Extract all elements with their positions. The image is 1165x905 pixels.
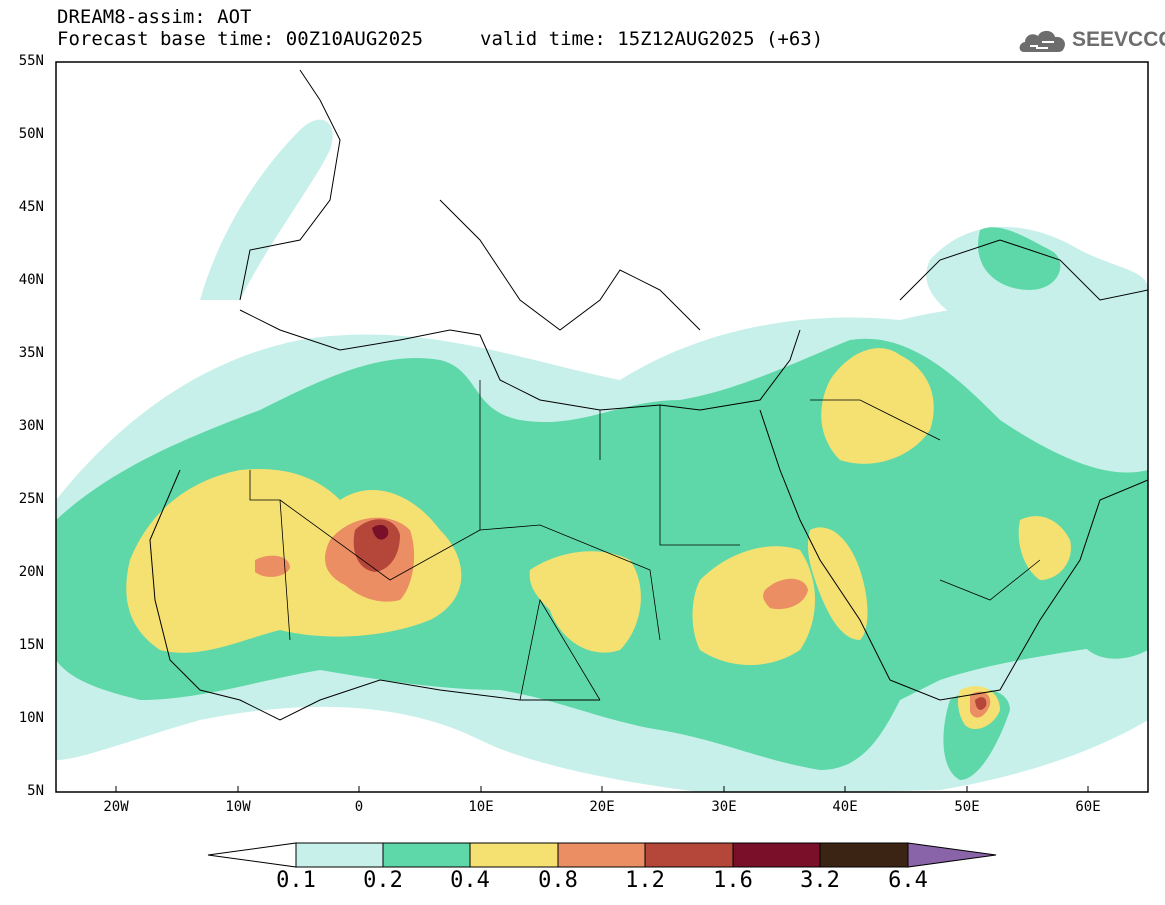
colorbar-cell-3.2 bbox=[819, 842, 909, 868]
title: DREAM8-assim: AOT bbox=[57, 6, 252, 28]
lat-label: 55N bbox=[18, 53, 44, 69]
aot-layer-1.6 bbox=[372, 524, 389, 540]
seevccc-logo: SEEVCCC bbox=[1018, 26, 1165, 56]
colorbar-max-triangle bbox=[907, 842, 997, 868]
lon-label: 10W bbox=[225, 799, 251, 815]
lat-label: 25N bbox=[18, 491, 44, 507]
aot-field bbox=[56, 69, 1148, 792]
colorbar-cell-0.8 bbox=[557, 842, 646, 868]
lat-label: 35N bbox=[18, 345, 44, 361]
colorbar-label: 0.1 bbox=[276, 868, 316, 893]
colorbar-label: 1.2 bbox=[625, 868, 665, 893]
lat-label: 50N bbox=[18, 126, 44, 142]
colorbar-cell-1.2 bbox=[644, 842, 734, 868]
aot-layer-0.4 bbox=[126, 348, 1071, 730]
lat-label: 5N bbox=[27, 783, 44, 799]
cloud-icon bbox=[1019, 30, 1065, 52]
colorbar bbox=[207, 842, 997, 868]
colorbar-label: 6.4 bbox=[888, 868, 928, 893]
borders bbox=[249, 380, 1041, 701]
colorbar-label: 1.6 bbox=[713, 868, 753, 893]
lat-label: 20N bbox=[18, 564, 44, 580]
colorbar-cell-0.1 bbox=[295, 842, 384, 868]
colorbar-cell-1.6 bbox=[732, 842, 821, 868]
lon-label: 20W bbox=[103, 799, 129, 815]
lon-label: 60E bbox=[1075, 799, 1101, 815]
lon-label: 30E bbox=[711, 799, 737, 815]
colorbar-label: 0.4 bbox=[450, 868, 490, 893]
colorbar-label: 0.2 bbox=[363, 868, 403, 893]
colorbar-cell-0.4 bbox=[469, 842, 559, 868]
lon-label: 50E bbox=[954, 799, 980, 815]
valid-time: valid time: 15Z12AUG2025 (+63) bbox=[480, 28, 824, 50]
lon-label: 20E bbox=[589, 799, 615, 815]
colorbar-label: 0.8 bbox=[538, 868, 578, 893]
lat-label: 40N bbox=[18, 272, 44, 288]
forecast-base-time: Forecast base time: 00Z10AUG2025 bbox=[57, 28, 424, 50]
lat-label: 10N bbox=[18, 710, 44, 726]
colorbar-label: 3.2 bbox=[800, 868, 840, 893]
lat-label: 30N bbox=[18, 418, 44, 434]
lon-label: 40E bbox=[832, 799, 858, 815]
lat-label: 45N bbox=[18, 199, 44, 215]
logo-text: SEEVCCC bbox=[1072, 28, 1165, 51]
coastlines bbox=[149, 69, 1148, 721]
aot-layer-1.2 bbox=[353, 519, 987, 710]
lat-label: 15N bbox=[18, 637, 44, 653]
lon-label: 10E bbox=[468, 799, 494, 815]
colorbar-min-triangle bbox=[207, 842, 297, 868]
colorbar-cell-0.2 bbox=[382, 842, 471, 868]
lon-label: 0 bbox=[354, 799, 364, 815]
axis-ticks bbox=[115, 786, 1089, 792]
